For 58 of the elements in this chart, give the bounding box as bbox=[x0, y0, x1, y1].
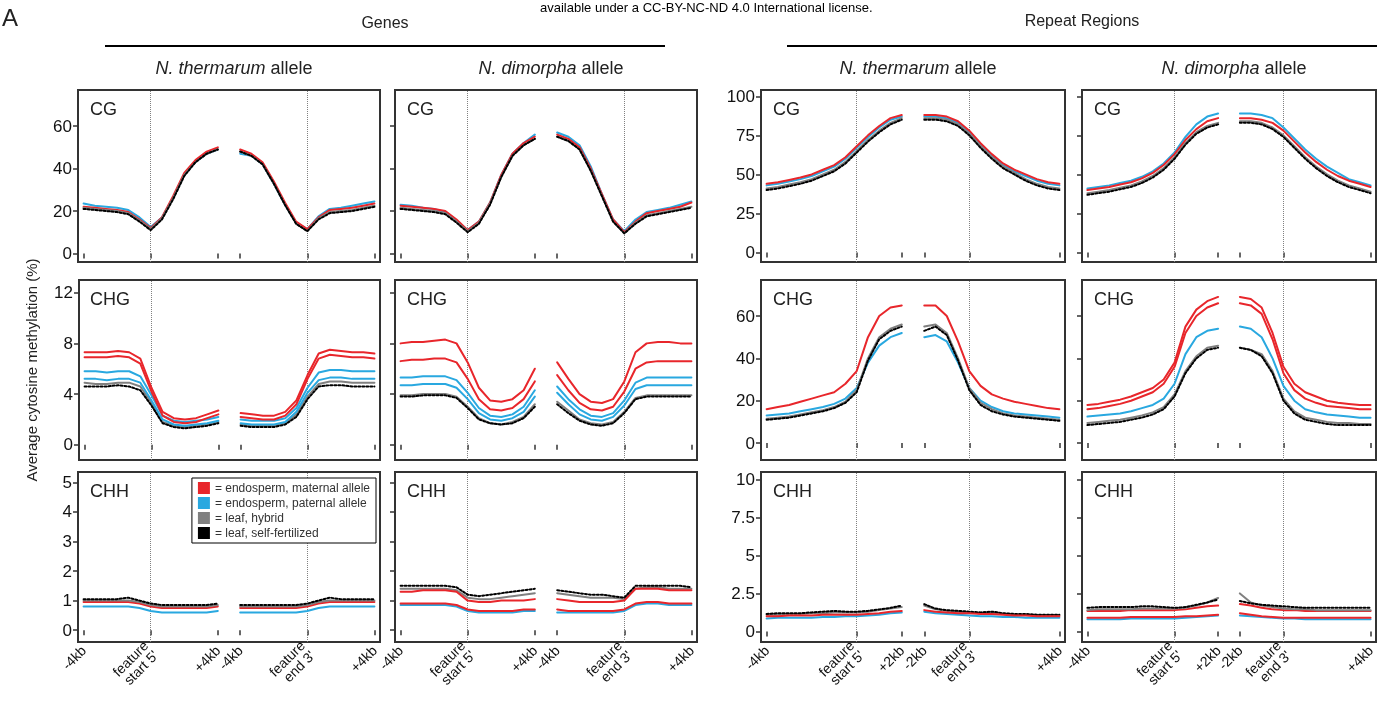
legend-label: = leaf, hybrid bbox=[214, 511, 284, 525]
annotation: CHG bbox=[90, 289, 130, 309]
y-tick-label: 4 bbox=[62, 502, 72, 522]
x-tick-label: -4kb bbox=[58, 642, 90, 673]
annotation: CHH bbox=[407, 481, 446, 501]
chart-title: N. dimorpha allele bbox=[1161, 58, 1307, 78]
y-tick-label: 7.5 bbox=[731, 508, 755, 528]
annotation: CG bbox=[773, 99, 800, 119]
chart-title: N. thermarum allele bbox=[839, 58, 997, 78]
annotation: CHH bbox=[90, 481, 129, 501]
annotation: CHG bbox=[407, 289, 447, 309]
y-tick-label: 4 bbox=[63, 384, 73, 404]
text: available under a CC-BY-NC-ND 4.0 International license. bbox=[540, 0, 873, 15]
x-tick-label: +4kb bbox=[664, 642, 698, 676]
annotation: CG bbox=[90, 99, 117, 119]
y-tick-label: 0 bbox=[62, 244, 72, 264]
chart-title: N. dimorpha allele bbox=[478, 58, 624, 78]
y-tick-label: 1 bbox=[62, 591, 72, 611]
text: Repeat Regions bbox=[1024, 12, 1140, 29]
annotation: CHG bbox=[1094, 289, 1134, 309]
y-tick-label: 100 bbox=[726, 86, 755, 106]
annotation: CHH bbox=[1094, 481, 1133, 501]
y-tick-label: 25 bbox=[736, 204, 755, 224]
legend-label: = leaf, self-fertilized bbox=[214, 526, 319, 540]
text: A bbox=[2, 4, 19, 32]
annotation: CG bbox=[407, 99, 434, 119]
y-tick-label: 0 bbox=[63, 435, 73, 455]
x-tick-label: -4kb bbox=[741, 642, 773, 673]
annotation: CHG bbox=[773, 289, 813, 309]
y-tick-label: 12 bbox=[54, 283, 73, 303]
y-tick-label: 40 bbox=[736, 348, 755, 368]
y-tick-label: 60 bbox=[53, 116, 72, 136]
y-tick-label: 10 bbox=[736, 470, 755, 490]
y-tick-label: 20 bbox=[736, 391, 755, 411]
x-tick-label: +4kb bbox=[1343, 642, 1377, 676]
x-tick-label: +4kb bbox=[347, 642, 381, 676]
y-tick-label: 75 bbox=[736, 125, 755, 145]
y-tick-label: 5 bbox=[62, 472, 72, 492]
annotation: CG bbox=[1094, 99, 1121, 119]
y-tick-label: 50 bbox=[736, 164, 755, 184]
y-tick-label: 40 bbox=[53, 159, 72, 179]
y-tick-label: 5 bbox=[745, 545, 755, 565]
y-tick-label: 60 bbox=[736, 306, 755, 326]
y-tick-label: 0 bbox=[745, 433, 755, 453]
y-tick-label: 0 bbox=[62, 620, 72, 640]
legend-label: = endosperm, maternal allele bbox=[214, 481, 371, 495]
y-tick-label: 2.5 bbox=[731, 583, 755, 603]
chart-title: N. thermarum allele bbox=[155, 58, 313, 78]
y-tick-label: 20 bbox=[53, 201, 72, 221]
annotation: CHH bbox=[773, 481, 812, 501]
legend-label: = endosperm, paternal allele bbox=[214, 496, 367, 510]
y-tick-label: 0 bbox=[745, 621, 755, 641]
y-tick-label: 2 bbox=[62, 561, 72, 581]
y-tick-label: 0 bbox=[745, 243, 755, 263]
y-tick-label: 3 bbox=[62, 531, 72, 551]
y-axis-title: Average cytosine methylation (%) bbox=[23, 258, 40, 482]
y-tick-label: 8 bbox=[63, 333, 73, 353]
text: Genes bbox=[360, 14, 410, 32]
